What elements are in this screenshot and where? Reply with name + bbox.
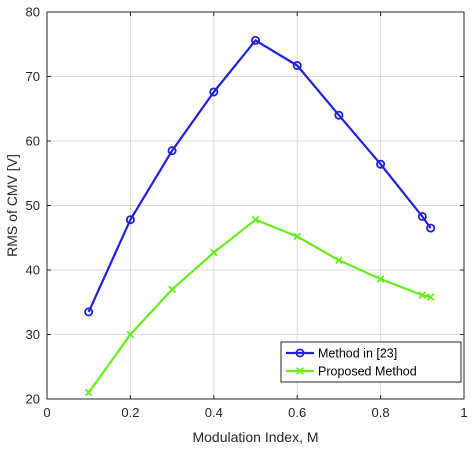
data-point <box>376 275 385 283</box>
x-marker-stroke <box>293 232 302 241</box>
legend-item: Method in [23] <box>286 347 397 361</box>
y-tick-label: 70 <box>26 69 40 84</box>
data-point <box>293 232 302 241</box>
y-tick-label: 80 <box>26 5 40 20</box>
data-point <box>250 35 260 45</box>
x-marker-stroke <box>426 293 435 301</box>
x-marker-stroke <box>126 330 135 339</box>
series-line <box>87 218 431 394</box>
legend: Method in [23] Proposed Method <box>280 341 462 383</box>
y-tick-label: 40 <box>26 263 40 278</box>
x-tick-label: 0.8 <box>372 405 390 420</box>
data-point <box>334 110 344 120</box>
x-marker-stroke <box>296 367 304 375</box>
legend-marker <box>295 348 305 358</box>
y-tick-label: 30 <box>26 327 40 342</box>
x-marker-stroke <box>418 291 427 299</box>
y-tick-label: 60 <box>26 134 40 149</box>
series-1 <box>84 35 436 317</box>
y-tick-label: 50 <box>26 198 40 213</box>
x-tick-label: 0.2 <box>121 405 139 420</box>
x-marker-stroke <box>251 215 260 224</box>
x-marker-stroke <box>209 248 218 257</box>
data-point <box>209 248 218 257</box>
x-tick-label: 0.6 <box>288 405 306 420</box>
series-line <box>87 39 432 313</box>
legend-box <box>280 341 462 383</box>
x-marker-stroke <box>84 388 93 397</box>
data-point <box>426 293 435 301</box>
data-point <box>84 307 94 317</box>
grid <box>46 11 465 400</box>
data-point <box>426 223 436 233</box>
axis-ticks: 0 0.2 0.4 0.6 0.8 1 20 30 40 50 60 70 80 <box>26 5 468 421</box>
legend-marker <box>296 367 304 375</box>
series-2 <box>84 215 435 397</box>
y-axis-title: RMS of CMV [V] <box>4 154 20 257</box>
data-point <box>125 215 135 225</box>
data-point <box>209 87 219 97</box>
y-tick-label: 20 <box>26 392 40 407</box>
data-point <box>335 256 343 265</box>
data-point <box>168 285 176 294</box>
data-point <box>84 388 93 397</box>
data-point <box>417 211 427 221</box>
series-layer <box>84 35 436 397</box>
legend-label: Method in [23] <box>318 347 397 361</box>
data-point <box>376 159 386 169</box>
x-tick-label: 1 <box>460 405 467 420</box>
data-point <box>126 330 135 339</box>
legend-label: Proposed Method <box>318 365 417 379</box>
x-tick-label: 0 <box>43 405 50 420</box>
data-point <box>251 215 260 224</box>
x-tick-label: 0.4 <box>205 405 223 420</box>
x-marker-stroke <box>335 256 343 265</box>
data-point <box>167 146 177 156</box>
data-point <box>292 61 302 71</box>
x-marker-stroke <box>376 275 385 283</box>
x-axis-title: Modulation Index, M <box>192 429 318 445</box>
legend-item: Proposed Method <box>286 365 417 379</box>
data-point <box>418 291 427 299</box>
x-marker-stroke <box>168 285 176 294</box>
